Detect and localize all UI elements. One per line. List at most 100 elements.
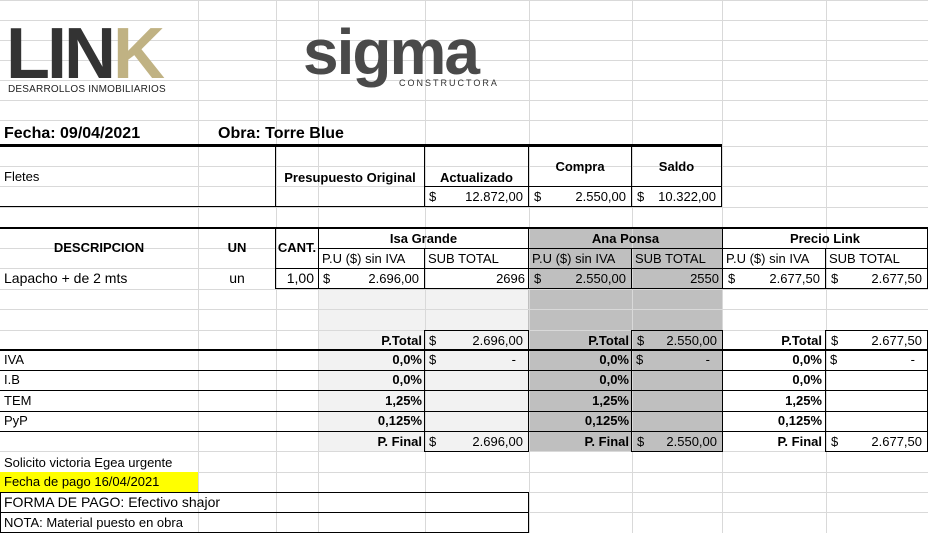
sigma-logo-word: sigma bbox=[303, 16, 480, 88]
dash-value: - bbox=[910, 352, 915, 367]
summary-bottom-border bbox=[0, 206, 722, 207]
tax-amount-cell[interactable] bbox=[631, 370, 723, 391]
pfinal-link-value: 2.677,50 bbox=[871, 434, 922, 449]
compra-value: 2.550,00 bbox=[575, 189, 626, 204]
tax-amount-cell[interactable] bbox=[631, 391, 723, 412]
tax-pct[interactable]: 0,0% bbox=[599, 372, 629, 387]
tax-amount-cell[interactable] bbox=[825, 411, 928, 432]
tax-pct[interactable]: 1,25% bbox=[385, 393, 422, 408]
actualizado-header[interactable]: Actualizado bbox=[424, 146, 529, 187]
descripcion-cell[interactable]: Lapacho + de 2 mts bbox=[4, 270, 128, 286]
pfinal-label-isa: P. Final bbox=[377, 434, 422, 449]
pfinal-ana-value: 2.550,00 bbox=[666, 434, 717, 449]
ana-pu-cell[interactable]: $ 2.550,00 bbox=[528, 268, 632, 289]
tax-amount-cell[interactable] bbox=[424, 391, 529, 412]
pfinal-isa-cell[interactable]: $ 2.696,00 bbox=[424, 431, 529, 452]
tax-pct[interactable]: 0,125% bbox=[584, 413, 629, 428]
pfinal-link-cell[interactable]: $ 2.677,50 bbox=[825, 431, 928, 452]
ptotal-isa-cell[interactable]: $ 2.696,00 bbox=[424, 330, 529, 351]
link-pu-value: 2.677,50 bbox=[769, 271, 820, 286]
vendor-precio-link-header[interactable]: Precio Link bbox=[722, 228, 928, 249]
tax-amount-cell[interactable]: $ - bbox=[631, 350, 723, 371]
fecha-pago-highlight bbox=[0, 472, 198, 492]
link-subtotal-cell[interactable]: $ 2.677,50 bbox=[825, 268, 928, 289]
ptotal-bottom-border bbox=[0, 349, 928, 351]
sigma-logo-subtitle: CONSTRUCTORA bbox=[399, 78, 499, 88]
tax-row[interactable]: TEM 1,25% 1,25% 1,25% bbox=[0, 391, 928, 412]
saldo-cell[interactable]: $ 10.322,00 bbox=[631, 186, 722, 207]
ana-pu-header[interactable]: P.U ($) sin IVA bbox=[528, 248, 632, 269]
tax-amount-cell[interactable] bbox=[825, 370, 928, 391]
tax-label: TEM bbox=[4, 393, 32, 408]
tax-row[interactable]: IVA 0,0% 0,0% 0,0% $ - $ - $ - bbox=[0, 350, 928, 371]
tax-pct[interactable]: 1,25% bbox=[785, 393, 822, 408]
tax-amount-cell[interactable] bbox=[424, 411, 529, 432]
tax-amount-cell[interactable] bbox=[825, 391, 928, 412]
currency-sign: $ bbox=[728, 271, 736, 286]
tax-amount-cell[interactable] bbox=[424, 370, 529, 391]
fecha-pago-note[interactable]: Fecha de pago 16/04/2021 bbox=[4, 474, 160, 489]
isa-subtotal-header[interactable]: SUB TOTAL bbox=[424, 248, 529, 269]
compra-cell[interactable]: $ 2.550,00 bbox=[528, 186, 632, 207]
cant-header[interactable]: CANT. bbox=[275, 228, 319, 269]
fecha-label[interactable]: Fecha: 09/04/2021 bbox=[4, 125, 141, 142]
fletes-label[interactable]: Fletes bbox=[4, 169, 40, 184]
table-row[interactable]: Lapacho + de 2 mts un 1,00 $ 2.696,00 26… bbox=[0, 268, 928, 289]
pfinal-label-ana: P. Final bbox=[584, 434, 629, 449]
forma-pago-text: FORMA DE PAGO: Efectivo shajor bbox=[4, 494, 221, 510]
forma-pago-box[interactable]: FORMA DE PAGO: Efectivo shajor bbox=[0, 492, 529, 513]
currency-sign: $ bbox=[534, 189, 542, 204]
link-subtotal-value: 2.677,50 bbox=[871, 271, 922, 286]
tax-pct[interactable]: 0,0% bbox=[792, 372, 822, 387]
isa-pu-cell[interactable]: $ 2.696,00 bbox=[318, 268, 425, 289]
compra-header[interactable]: Compra bbox=[528, 146, 632, 187]
tax-pct[interactable]: 1,25% bbox=[592, 393, 629, 408]
presupuesto-original-header[interactable]: Presupuesto Original bbox=[275, 146, 425, 207]
currency-sign: $ bbox=[429, 333, 437, 348]
descripcion-header[interactable]: DESCRIPCION bbox=[53, 240, 145, 255]
isa-subtotal-cell[interactable]: 2696 bbox=[424, 268, 529, 289]
ptotal-ana-value: 2.550,00 bbox=[666, 333, 717, 348]
un-header[interactable]: UN bbox=[227, 240, 247, 255]
vendor-isa-grande-header[interactable]: Isa Grande bbox=[318, 228, 529, 249]
tax-amount-cell[interactable]: $ - bbox=[825, 350, 928, 371]
currency-sign: $ bbox=[637, 189, 645, 204]
tax-pct[interactable]: 0,125% bbox=[377, 413, 422, 428]
currency-sign: $ bbox=[429, 434, 437, 449]
obra-label[interactable]: Obra: Torre Blue bbox=[218, 125, 344, 142]
pfinal-label-link: P. Final bbox=[777, 434, 822, 449]
solicito-note[interactable]: Solicito victoria Egea urgente bbox=[4, 455, 173, 470]
ptotal-link-cell[interactable]: $ 2.677,50 bbox=[825, 330, 928, 351]
tax-row[interactable]: I.B 0,0% 0,0% 0,0% bbox=[0, 370, 928, 391]
actualizado-cell[interactable]: $ 12.872,00 bbox=[424, 186, 529, 207]
tax-pct[interactable]: 0,0% bbox=[599, 352, 629, 367]
currency-sign: $ bbox=[636, 352, 644, 367]
sigma-logo: sigma CONSTRUCTORA bbox=[303, 20, 503, 100]
tax-amount-cell[interactable] bbox=[631, 411, 723, 432]
tax-row[interactable]: PyP 0,125% 0,125% 0,125% bbox=[0, 411, 928, 432]
tax-pct[interactable]: 0,0% bbox=[392, 352, 422, 367]
ana-subtotal-cell[interactable]: 2550 bbox=[631, 268, 723, 289]
tax-label: I.B bbox=[4, 372, 20, 387]
ana-subtotal-header[interactable]: SUB TOTAL bbox=[631, 248, 723, 269]
currency-sign: $ bbox=[637, 333, 645, 348]
isa-pu-header[interactable]: P.U ($) sin IVA bbox=[318, 248, 425, 269]
pfinal-ana-cell[interactable]: $ 2.550,00 bbox=[631, 431, 723, 452]
un-cell[interactable]: un bbox=[229, 270, 245, 286]
ptotal-label-ana: P.Total bbox=[588, 333, 629, 348]
nota-box[interactable]: NOTA: Material puesto en obra bbox=[0, 512, 529, 533]
saldo-header[interactable]: Saldo bbox=[631, 146, 722, 187]
link-pu-cell[interactable]: $ 2.677,50 bbox=[722, 268, 826, 289]
tax-pct[interactable]: 0,0% bbox=[792, 352, 822, 367]
tax-pct[interactable]: 0,125% bbox=[777, 413, 822, 428]
currency-sign: $ bbox=[429, 189, 437, 204]
cant-cell[interactable]: 1,00 bbox=[275, 268, 319, 289]
link-subtotal-header[interactable]: SUB TOTAL bbox=[825, 248, 928, 269]
tax-amount-cell[interactable]: $ - bbox=[424, 350, 529, 371]
tax-pct[interactable]: 0,0% bbox=[392, 372, 422, 387]
currency-sign: $ bbox=[429, 352, 437, 367]
dash-value: - bbox=[705, 352, 710, 367]
link-pu-header[interactable]: P.U ($) sin IVA bbox=[722, 248, 826, 269]
vendor-ana-ponsa-header[interactable]: Ana Ponsa bbox=[528, 228, 723, 249]
ptotal-ana-cell[interactable]: $ 2.550,00 bbox=[631, 330, 723, 351]
